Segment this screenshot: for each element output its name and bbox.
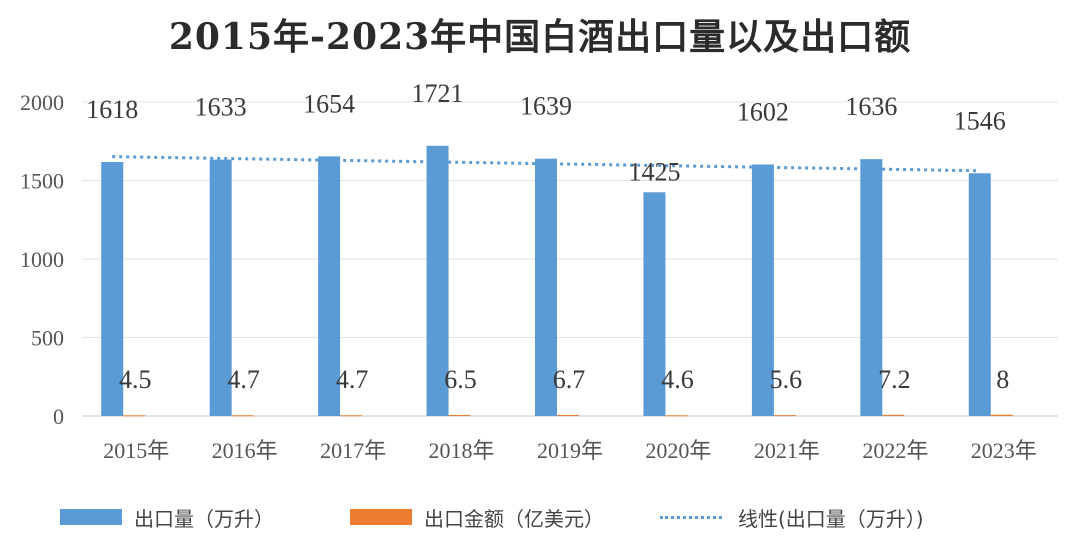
legend-item-export-value: 出口金额（亿美元） (350, 500, 604, 534)
y-tick-label: 1000 (20, 247, 64, 272)
x-tick-label: 2017年 (320, 438, 386, 463)
bar-export-volume (318, 156, 341, 416)
bar-export-volume (101, 161, 124, 416)
bar-export-value (231, 415, 254, 417)
legend-swatch-export-value (350, 509, 412, 525)
y-tick-label: 500 (31, 326, 64, 351)
x-tick-label: 2015年 (103, 438, 169, 463)
data-label-export-volume: 1721 (412, 79, 464, 108)
bar-export-value (557, 414, 579, 416)
bar-export-value (773, 415, 796, 417)
bar-export-value (123, 415, 146, 417)
bar-export-value (665, 415, 688, 417)
x-axis-ticks: 2015年 2016年 2017年 2018年 2019年 2020年 2021年 2022年… (103, 438, 1037, 463)
data-label-export-value: 4.7 (227, 365, 260, 394)
bar-chart: 0 500 1000 1500 2000 1618 4.5 1633 4.7 1654 4.7 17… (20, 79, 1058, 463)
bar-export-value (340, 415, 363, 417)
x-tick-label: 2022年 (862, 438, 928, 463)
legend-item-export-volume: 出口量（万升） (60, 500, 274, 534)
bar-export-volume (968, 173, 991, 416)
trendline (112, 155, 980, 173)
data-label-export-value: 4.7 (336, 365, 369, 394)
bar-export-volume (426, 145, 449, 417)
data-label-export-value: 8 (996, 365, 1009, 394)
x-tick-label: 2021年 (754, 438, 820, 463)
y-tick-label: 1500 (20, 169, 64, 194)
legend-label-export-volume: 出口量（万升） (134, 506, 274, 531)
data-label-export-volume: 1654 (303, 89, 355, 118)
data-label-export-value: 4.6 (661, 365, 694, 394)
legend-swatch-export-volume (60, 509, 122, 525)
legend-label-trendline: 线性(出口量（万升）) (738, 506, 924, 531)
bar-export-value (882, 414, 905, 416)
bar-export-volume (751, 164, 774, 416)
data-label-export-volume: 1636 (845, 92, 897, 121)
data-label-export-volume: 1618 (86, 95, 138, 124)
chart-title: 2015年-2023年中国白酒出口量以及出口额 (168, 16, 912, 58)
data-label-export-value: 7.2 (878, 365, 911, 394)
bar-export-value (990, 414, 1013, 416)
data-label-export-value: 4.5 (119, 365, 152, 394)
bar-export-volume (535, 158, 557, 416)
x-tick-label: 2016年 (212, 438, 278, 463)
data-label-export-value: 5.6 (770, 365, 803, 394)
bar-export-volume (860, 159, 883, 416)
data-label-export-volume: 1633 (195, 93, 247, 122)
data-labels: 1618 4.5 1633 4.7 1654 4.7 1721 6.5 1639 6.7 1425 4… (86, 79, 1009, 394)
x-tick-label: 2019年 (537, 438, 603, 463)
x-tick-label: 2018年 (429, 438, 495, 463)
x-tick-label: 2023年 (971, 438, 1037, 463)
legend: 出口量（万升） 出口金额（亿美元） 线性(出口量（万升）) (0, 500, 1080, 534)
data-label-export-volume: 1425 (628, 157, 680, 186)
y-tick-label: 2000 (20, 90, 64, 115)
bar-export-volume (643, 192, 666, 416)
bar-export-value (448, 414, 471, 416)
legend-label-export-value: 出口金额（亿美元） (424, 506, 604, 531)
data-label-export-value: 6.5 (444, 365, 477, 394)
data-label-export-volume: 1639 (520, 92, 572, 121)
data-label-export-volume: 1546 (954, 106, 1006, 135)
bars (101, 145, 1013, 417)
legend-item-trendline: 线性(出口量（万升）) (660, 500, 924, 534)
x-tick-label: 2020年 (645, 438, 711, 463)
bar-export-volume (209, 159, 232, 416)
trendline-layer (112, 155, 980, 173)
y-tick-label: 0 (53, 404, 64, 429)
y-axis-ticks: 0 500 1000 1500 2000 (20, 90, 64, 429)
legend-swatch-trendline (660, 515, 722, 519)
data-label-export-value: 6.7 (553, 365, 586, 394)
data-label-export-volume: 1602 (737, 97, 789, 126)
